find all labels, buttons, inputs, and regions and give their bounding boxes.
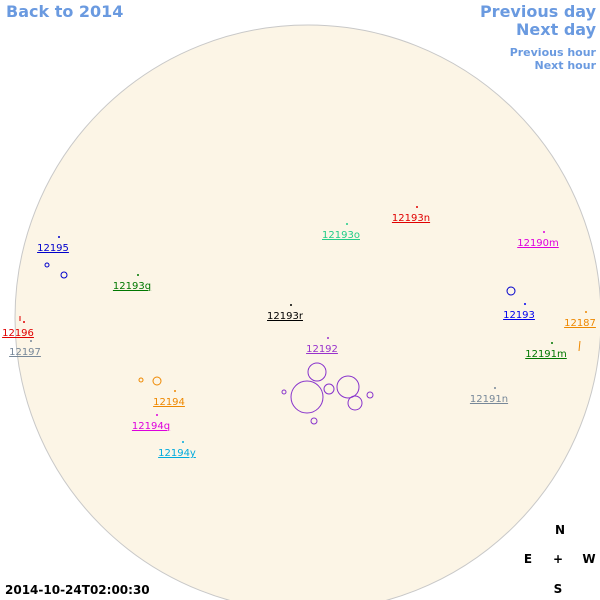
- region-label[interactable]: 12194: [153, 397, 185, 408]
- region-label[interactable]: 12193q: [113, 281, 151, 292]
- compass-west: W: [582, 552, 595, 566]
- region-spot: [551, 342, 553, 344]
- next-hour-link[interactable]: Next hour: [535, 59, 597, 72]
- region-spot: [327, 337, 329, 339]
- next-day-link[interactable]: Next day: [516, 20, 597, 39]
- region-spot: [524, 303, 526, 305]
- region-label[interactable]: 12190m: [517, 238, 559, 249]
- region-spot: [346, 223, 348, 225]
- region-label[interactable]: 12187: [564, 318, 596, 329]
- region-label[interactable]: 12193o: [322, 230, 360, 241]
- region-label[interactable]: 12196: [2, 328, 34, 339]
- region-label[interactable]: 12195: [37, 243, 69, 254]
- region-spot: [174, 390, 176, 392]
- region-label[interactable]: 12192: [306, 344, 338, 355]
- region-spot: [416, 206, 418, 208]
- region-label[interactable]: 12193: [503, 310, 535, 321]
- timestamp: 2014-10-24T02:00:30: [5, 583, 150, 597]
- region-spot: [156, 414, 158, 416]
- region-spot: [585, 311, 587, 313]
- sunspot-drawings: [19, 262, 581, 425]
- region-label[interactable]: 12191m: [525, 349, 567, 360]
- compass-south: S: [554, 582, 563, 596]
- compass-east: E: [524, 552, 532, 566]
- compass-north: N: [555, 523, 565, 537]
- region-spot: [137, 274, 139, 276]
- previous-hour-link[interactable]: Previous hour: [510, 46, 597, 59]
- region-spot: [23, 321, 25, 323]
- compass-center: +: [553, 552, 563, 566]
- previous-day-link[interactable]: Previous day: [480, 2, 597, 21]
- region-spot: [494, 387, 496, 389]
- region-spot: [290, 304, 292, 306]
- region-label[interactable]: 12193r: [267, 311, 304, 322]
- back-link[interactable]: Back to 2014: [6, 2, 123, 21]
- region-label[interactable]: 12193n: [392, 213, 430, 224]
- region-spot: [182, 441, 184, 443]
- region-spot: [543, 231, 545, 233]
- region-label[interactable]: 12194y: [158, 448, 196, 459]
- region-spot: [58, 236, 60, 238]
- region-label[interactable]: 12191n: [470, 394, 508, 405]
- solar-disk: [14, 24, 600, 600]
- region-label[interactable]: 12197: [9, 347, 41, 358]
- region-spot: [30, 340, 32, 342]
- region-label[interactable]: 12194q: [132, 421, 170, 432]
